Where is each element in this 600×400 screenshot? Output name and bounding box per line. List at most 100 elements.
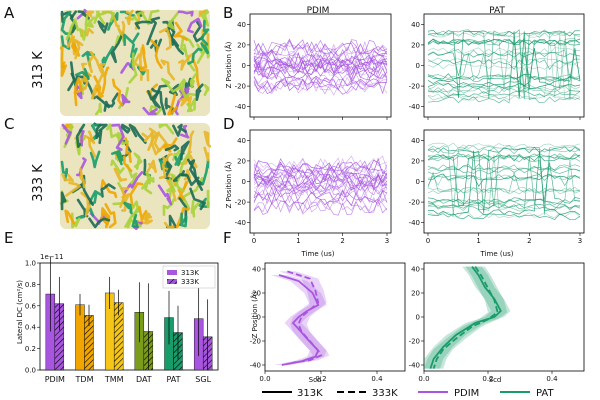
x-tick-label: PDIM: [45, 375, 65, 384]
profile-line-313k: [278, 274, 320, 366]
y-tick-label: 0.2: [25, 345, 36, 353]
panel-letter-e: E: [4, 229, 13, 247]
lipid-chain: [151, 88, 166, 116]
trajectory-line: [253, 169, 388, 185]
x-tick-label: 3: [578, 237, 582, 245]
lipid-chain: [158, 123, 175, 135]
lipid-chain: [164, 97, 174, 115]
x-tick-label: 0.0: [259, 375, 270, 383]
lipid-chain: [146, 16, 161, 46]
lipid-chain: [60, 160, 68, 182]
trajectory-line: [253, 78, 388, 95]
lipid-chain: [170, 30, 180, 47]
traj-ylabel-d: Z Position (Å): [224, 161, 233, 208]
trajectory-line: [427, 63, 581, 70]
trajectory-line: [253, 163, 388, 180]
lipid-chain: [71, 41, 81, 57]
y-tick-label: 0.8: [25, 281, 36, 289]
lipid-chain: [147, 84, 169, 101]
lipid-chain: [100, 183, 116, 198]
lipid-chain: [195, 83, 204, 101]
traj-ylabel-b: Z Position (Å): [224, 41, 233, 88]
lipid-chain: [73, 76, 83, 107]
lipid-chain: [203, 84, 210, 96]
y-tick-label: 0: [416, 178, 420, 186]
lipid-chain: [174, 152, 190, 187]
y-tick-label: -20: [235, 199, 246, 207]
legend-pdim-label: PDIM: [454, 388, 479, 399]
lipid-chain: [168, 83, 180, 96]
lipid-chain: [157, 184, 173, 206]
trajectory-line: [427, 29, 581, 99]
lipid-chain: [200, 42, 210, 55]
trajectory-line: [253, 39, 388, 57]
lipid-chain: [187, 47, 203, 65]
lipid-chain: [61, 123, 72, 145]
lipid-chain: [178, 53, 193, 71]
x-tick-label: 0: [426, 237, 430, 245]
lipid-chain: [123, 201, 133, 215]
lipid-chain: [196, 44, 210, 64]
lipid-chain: [74, 84, 83, 100]
lipid-chain: [183, 43, 196, 72]
lipid-chain: [203, 146, 210, 162]
lipid-chain: [88, 217, 111, 229]
lipid-chain: [164, 144, 180, 152]
trajectory-line: [427, 38, 581, 90]
trajectory-line: [253, 171, 388, 189]
lipid-chain: [80, 191, 91, 217]
profile-xlabel-pat: Scd: [489, 376, 502, 384]
profile-band: [270, 275, 327, 365]
trajectory-line: [427, 142, 581, 150]
legend-313k-label: 313K: [297, 388, 323, 399]
lipid-chain: [87, 130, 97, 158]
y-tick-label: -40: [409, 219, 420, 227]
lipid-chain: [133, 152, 143, 170]
lipid-chain: [139, 44, 148, 70]
trajectory-line: [253, 159, 388, 175]
lipid-chain: [111, 78, 123, 107]
trajectory-line: [427, 156, 580, 210]
lipid-chain: [78, 129, 85, 147]
y-tick-label: 20: [411, 41, 420, 49]
lipid-chain: [120, 93, 131, 107]
y-tick-label: 1.0: [25, 260, 36, 268]
profile-band: [424, 266, 508, 369]
lipid-chain: [71, 212, 81, 229]
column-title-pat: PAT: [489, 6, 505, 16]
trajectory-line: [253, 51, 388, 70]
x-tick-label: 2: [527, 237, 531, 245]
trajectory-line: [253, 157, 388, 174]
y-tick-label: 20: [252, 290, 261, 298]
trajectory-line: [427, 40, 581, 94]
trajectory-line: [427, 47, 581, 81]
y-tick-label: 40: [411, 21, 420, 29]
trajectory-line: [253, 165, 388, 184]
lipid-chain: [147, 127, 159, 151]
trajectory-line: [427, 53, 581, 81]
lipid-chain: [145, 171, 155, 185]
trajectory-line: [427, 168, 581, 175]
legend-pat-label: PAT: [536, 388, 554, 399]
y-tick-label: 0.4: [25, 324, 37, 332]
lipid-chain: [113, 167, 128, 183]
lipid-chain: [158, 153, 173, 180]
trajectory-313k-pat: 40 20 0 -20 -40: [409, 13, 585, 120]
temp-label-313: 313 K: [31, 51, 46, 89]
trajectory-line: [253, 40, 388, 59]
lipid-chain: [121, 193, 130, 212]
lipid-chain: [158, 158, 168, 171]
y-tick-label: -20: [409, 338, 420, 346]
y-tick-label: -20: [235, 83, 246, 91]
trajectory-line: [253, 155, 388, 173]
scd-profile-pdim: 40 20 0 -20 -40 0.0 0.2 0.4: [250, 262, 406, 383]
profile-line-313k: [429, 266, 502, 369]
y-tick-label: 0: [416, 314, 420, 322]
trajectory-line: [253, 63, 388, 81]
lipid-chain: [126, 218, 137, 229]
lateral-dc-bar-chart: 1.0 0.8 0.6 0.4 0.2 0.0 PDIM TDM TMM DAT PAT SGL 313…: [25, 256, 219, 384]
y-tick-label: 0.6: [25, 302, 37, 310]
y-tick-label: -20: [409, 83, 420, 91]
lipid-chain: [163, 221, 175, 229]
